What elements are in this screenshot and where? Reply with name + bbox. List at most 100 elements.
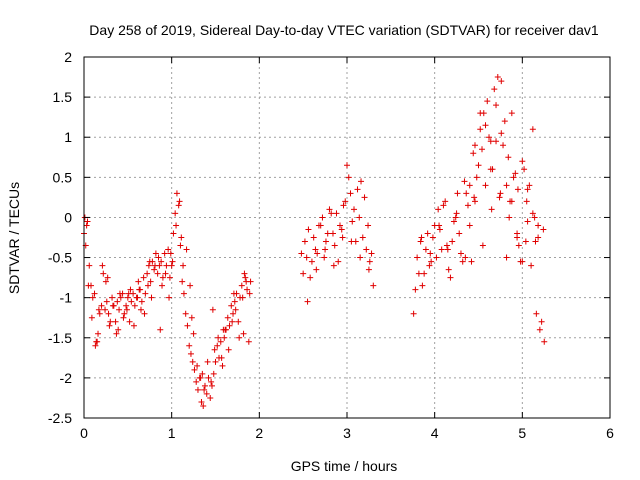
data-point-marker — [438, 246, 445, 253]
data-point-marker — [313, 266, 320, 273]
y-tick-label: -2.5 — [48, 410, 72, 426]
data-point-marker — [298, 250, 305, 257]
x-tick-label: 4 — [431, 425, 439, 441]
data-point-marker — [194, 362, 201, 369]
data-point-marker — [479, 242, 486, 249]
data-point-marker — [345, 174, 352, 181]
data-point-marker — [328, 210, 335, 217]
data-point-marker — [102, 278, 109, 285]
data-point-marker — [514, 186, 521, 193]
data-point-marker — [342, 198, 349, 205]
data-point-marker — [324, 230, 331, 237]
data-point-marker — [488, 206, 495, 213]
data-point-marker — [529, 210, 536, 217]
data-point-marker — [152, 262, 159, 269]
data-point-marker — [112, 318, 119, 325]
data-point-marker — [310, 234, 317, 241]
data-point-marker — [466, 222, 473, 229]
x-axis-ticks: 0 1 2 3 4 5 6 — [80, 57, 614, 441]
data-point-marker — [514, 234, 521, 241]
data-point-marker — [116, 290, 123, 297]
data-point-marker — [183, 246, 190, 253]
data-point-marker — [339, 234, 346, 241]
x-axis-label: GPS time / hours — [291, 458, 398, 474]
data-point-marker — [86, 262, 93, 269]
y-tick-label: 1.5 — [53, 89, 73, 105]
data-point-marker — [532, 238, 539, 245]
data-point-marker — [131, 302, 138, 309]
data-point-marker — [449, 238, 456, 245]
data-point-marker — [427, 250, 434, 257]
data-point-marker — [450, 218, 457, 225]
data-point-marker — [338, 226, 345, 233]
data-point-marker — [201, 382, 208, 389]
data-point-marker — [307, 274, 314, 281]
data-point-marker — [173, 190, 180, 197]
data-point-marker — [303, 254, 310, 261]
data-point-marker — [440, 202, 447, 209]
data-point-marker — [123, 306, 130, 313]
data-point-marker — [180, 290, 187, 297]
data-point-marker — [208, 378, 215, 385]
data-point-marker — [521, 166, 528, 173]
data-point-marker — [238, 282, 245, 289]
x-tick-label: 0 — [80, 425, 88, 441]
data-point-marker — [134, 294, 141, 301]
data-point-marker — [116, 306, 123, 313]
y-tick-label: 2 — [64, 49, 72, 65]
data-point-marker — [141, 310, 148, 317]
data-point-marker — [447, 274, 454, 281]
data-point-marker — [193, 378, 200, 385]
data-point-marker — [138, 298, 145, 305]
data-point-marker — [419, 282, 426, 289]
data-point-marker — [197, 374, 204, 381]
data-point-marker — [300, 270, 307, 277]
data-point-marker — [493, 138, 500, 145]
data-point-marker — [210, 370, 217, 377]
data-point-marker — [457, 250, 464, 257]
data-point-marker — [503, 182, 510, 189]
data-point-marker — [322, 246, 329, 253]
data-point-marker — [214, 342, 221, 349]
data-point-marker — [482, 122, 489, 129]
data-point-marker — [366, 258, 373, 265]
data-point-marker — [191, 366, 198, 373]
data-point-marker — [92, 342, 99, 349]
data-point-marker — [498, 130, 505, 137]
data-point-marker — [142, 290, 149, 297]
data-point-marker — [187, 282, 194, 289]
data-point-marker — [529, 126, 536, 133]
data-point-marker — [424, 230, 431, 237]
data-point-marker — [351, 206, 358, 213]
data-point-marker — [535, 222, 542, 229]
data-point-marker — [477, 126, 484, 133]
data-point-marker — [158, 258, 165, 265]
data-point-marker — [510, 174, 517, 181]
data-point-marker — [317, 222, 324, 229]
data-point-marker — [526, 182, 533, 189]
data-point-marker — [207, 394, 214, 401]
data-point-marker — [226, 322, 233, 329]
data-point-marker — [98, 302, 105, 309]
data-point-marker — [166, 294, 173, 301]
data-point-marker — [120, 314, 127, 321]
data-point-marker — [246, 290, 253, 297]
data-point-marker — [365, 266, 372, 273]
data-point-marker — [433, 254, 440, 261]
data-point-marker — [161, 250, 168, 257]
data-point-marker — [231, 298, 238, 305]
data-point-marker — [177, 242, 184, 249]
data-point-marker — [155, 254, 162, 261]
data-point-marker — [245, 338, 252, 345]
data-point-marker — [208, 382, 215, 389]
data-point-marker — [166, 274, 173, 281]
data-point-marker — [99, 262, 106, 269]
data-point-marker — [359, 234, 366, 241]
data-point-marker — [365, 222, 372, 229]
data-point-marker — [163, 262, 170, 269]
x-tick-label: 1 — [168, 425, 176, 441]
data-point-marker — [201, 386, 208, 393]
data-point-marker — [224, 314, 231, 321]
data-point-marker — [173, 222, 180, 229]
